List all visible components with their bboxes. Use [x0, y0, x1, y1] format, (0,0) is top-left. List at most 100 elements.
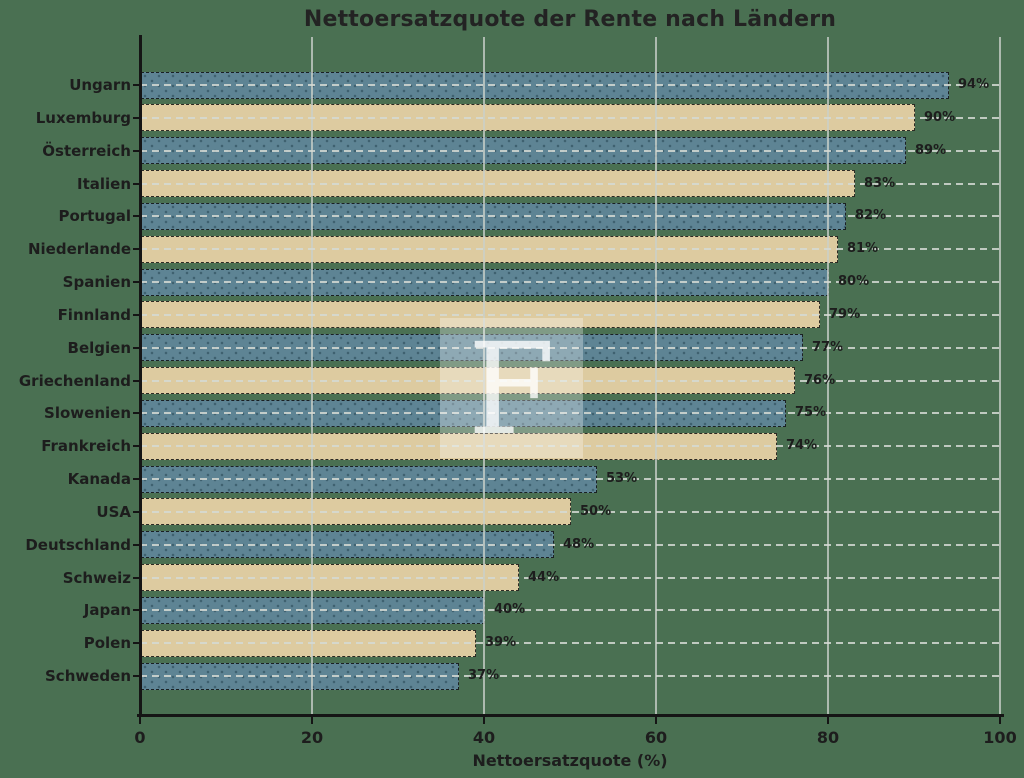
- x-axis-label: Nettoersatzquote (%): [472, 751, 668, 770]
- y-tick-mark: [133, 150, 140, 152]
- x-tick-label: 0: [134, 728, 146, 747]
- horizontal-gridline: [140, 577, 1000, 579]
- y-tick-mark: [133, 642, 140, 644]
- bar-value-label: 90%: [924, 110, 956, 125]
- bar-value-label: 82%: [855, 208, 887, 223]
- bar-value-label: 44%: [528, 570, 560, 585]
- x-tick-mark: [655, 717, 657, 724]
- y-tick-mark: [133, 445, 140, 447]
- bar-value-label: 50%: [580, 504, 612, 519]
- y-tick-mark: [133, 347, 140, 349]
- x-tick-label: 20: [300, 728, 324, 747]
- vertical-gridline: [999, 37, 1001, 715]
- y-tick-label: Österreich: [42, 142, 131, 160]
- y-tick-label: Luxemburg: [35, 109, 131, 127]
- horizontal-gridline: [140, 380, 1000, 382]
- y-tick-mark: [133, 281, 140, 283]
- y-tick-label: Slowenien: [44, 404, 131, 422]
- y-tick-mark: [133, 117, 140, 119]
- y-tick-mark: [133, 577, 140, 579]
- bar-value-label: 37%: [468, 668, 500, 683]
- bar-value-label: 75%: [795, 405, 827, 420]
- x-tick-label: 100: [983, 728, 1017, 747]
- y-tick-label: Schweden: [45, 667, 131, 685]
- y-tick-label: Niederlande: [27, 240, 131, 258]
- bar-value-label: 40%: [494, 602, 526, 617]
- watermark-letter: F: [467, 316, 556, 463]
- y-tick-mark: [133, 609, 140, 611]
- bar-value-label: 48%: [563, 537, 595, 552]
- bar-value-label: 83%: [864, 176, 896, 191]
- horizontal-gridline: [140, 347, 1000, 349]
- vertical-gridline: [483, 37, 485, 715]
- x-tick-label: 80: [816, 728, 840, 747]
- vertical-gridline: [311, 37, 313, 715]
- y-axis-spine: [139, 35, 142, 717]
- bar-value-label: 53%: [606, 471, 638, 486]
- y-tick-mark: [133, 215, 140, 217]
- plot-area: 94% 90% 89% 83% 82% 81% 80% 79% 77% 76% 75% 74% 53% 5…: [140, 37, 1001, 715]
- y-tick-label: Belgien: [67, 339, 131, 357]
- y-tick-label: Italien: [76, 175, 131, 193]
- y-tick-label: Deutschland: [25, 536, 131, 554]
- bar-value-label: 79%: [829, 307, 861, 322]
- x-tick-mark: [827, 717, 829, 724]
- horizontal-gridline: [140, 183, 1000, 185]
- horizontal-gridline: [140, 281, 1000, 283]
- horizontal-gridline: [140, 314, 1000, 316]
- bar-value-label: 89%: [915, 143, 947, 158]
- bar-value-label: 76%: [804, 373, 836, 388]
- horizontal-gridline: [140, 445, 1000, 447]
- x-tick-label: 40: [472, 728, 496, 747]
- y-tick-label: Ungarn: [69, 76, 131, 94]
- horizontal-gridline: [140, 478, 1000, 480]
- y-tick-label: Frankreich: [41, 437, 131, 455]
- y-tick-label: Finnland: [57, 306, 131, 324]
- vertical-gridline: [827, 37, 829, 715]
- horizontal-gridline: [140, 675, 1000, 677]
- bar-value-label: 80%: [838, 274, 870, 289]
- horizontal-gridline: [140, 215, 1000, 217]
- y-tick-label: USA: [96, 503, 131, 521]
- bar-value-label: 77%: [812, 340, 844, 355]
- bar-value-label: 39%: [485, 635, 517, 650]
- horizontal-gridline: [140, 511, 1000, 513]
- x-tick-label: 60: [644, 728, 668, 747]
- y-tick-label: Japan: [83, 601, 131, 619]
- y-tick-mark: [133, 675, 140, 677]
- y-tick-label: Griechenland: [18, 372, 131, 390]
- y-tick-mark: [133, 478, 140, 480]
- y-tick-label: Schweiz: [62, 569, 131, 587]
- y-tick-mark: [133, 248, 140, 250]
- x-tick-mark: [311, 717, 313, 724]
- y-tick-label: Portugal: [58, 207, 131, 225]
- y-tick-label: Spanien: [62, 273, 131, 291]
- bar-value-label: 81%: [847, 241, 879, 256]
- horizontal-gridline: [140, 150, 1000, 152]
- y-tick-mark: [133, 380, 140, 382]
- y-tick-mark: [133, 544, 140, 546]
- bar-value-label: 74%: [786, 438, 818, 453]
- y-tick-label: Polen: [83, 634, 131, 652]
- x-axis-spine: [137, 714, 1004, 717]
- y-tick-mark: [133, 511, 140, 513]
- horizontal-gridline: [140, 642, 1000, 644]
- horizontal-gridline: [140, 544, 1000, 546]
- y-tick-label: Kanada: [67, 470, 131, 488]
- y-tick-mark: [133, 314, 140, 316]
- x-tick-mark: [139, 717, 141, 724]
- horizontal-gridline: [140, 248, 1000, 250]
- y-tick-mark: [133, 412, 140, 414]
- bar-value-label: 94%: [958, 77, 990, 92]
- horizontal-gridline: [140, 412, 1000, 414]
- horizontal-gridline: [140, 609, 1000, 611]
- chart-title: Nettoersatzquote der Rente nach Ländern: [303, 7, 837, 32]
- x-tick-mark: [999, 717, 1001, 724]
- x-tick-mark: [483, 717, 485, 724]
- y-tick-mark: [133, 183, 140, 185]
- watermark-box: F: [440, 318, 583, 458]
- vertical-gridline: [655, 37, 657, 715]
- y-tick-mark: [133, 84, 140, 86]
- horizontal-gridline: [140, 84, 1000, 86]
